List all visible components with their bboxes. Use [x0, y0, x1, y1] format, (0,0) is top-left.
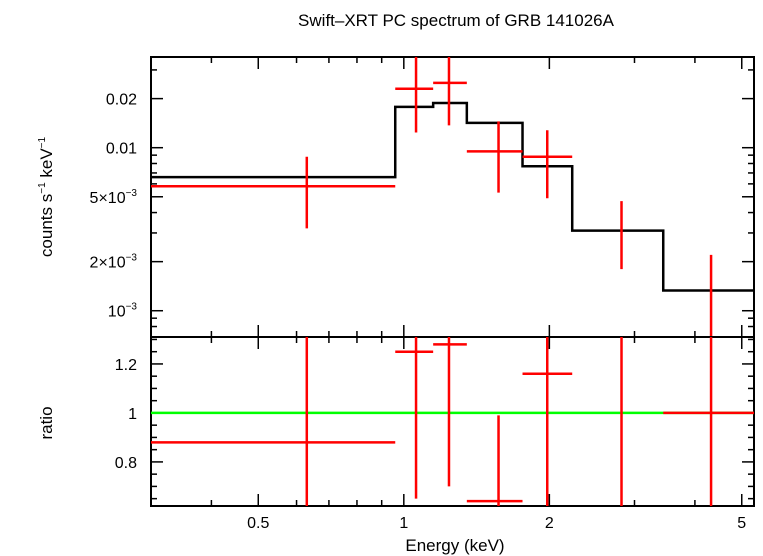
plot-frame-bottom — [150, 336, 755, 507]
spectrum-panel: 10−3 2×10−3 5×10−3 0.01 0.02 — [90, 56, 755, 338]
x-tick-label: 5 — [737, 515, 746, 532]
ratio-panel: 0.5 1 2 5 0.8 1 1.2 — [115, 336, 755, 532]
y-tick-label: 5×10−3 — [90, 188, 138, 207]
y-tick-label: 0.01 — [106, 141, 137, 158]
y-tick-label: 10−3 — [108, 302, 138, 321]
model-step-line — [151, 101, 754, 292]
y-axis-label-ratio: ratio — [37, 406, 56, 439]
y-tick-label: 0.02 — [106, 92, 137, 109]
x-tick-label: 2 — [545, 515, 554, 532]
y-axis-label-counts: counts s−1 keV−1 — [37, 136, 56, 257]
y-tick-label: 1 — [128, 406, 137, 423]
x-axis-label: Energy (keV) — [405, 536, 504, 555]
y-tick-label: 1.2 — [115, 357, 137, 374]
plot-frame-top — [150, 56, 755, 338]
x-tick-label: 1 — [399, 515, 408, 532]
chart-title: Swift–XRT PC spectrum of GRB 141026A — [298, 11, 615, 30]
x-tick-label: 0.5 — [247, 515, 269, 532]
y-tick-label: 2×10−3 — [90, 253, 138, 272]
y-tick-label: 0.8 — [115, 455, 137, 472]
